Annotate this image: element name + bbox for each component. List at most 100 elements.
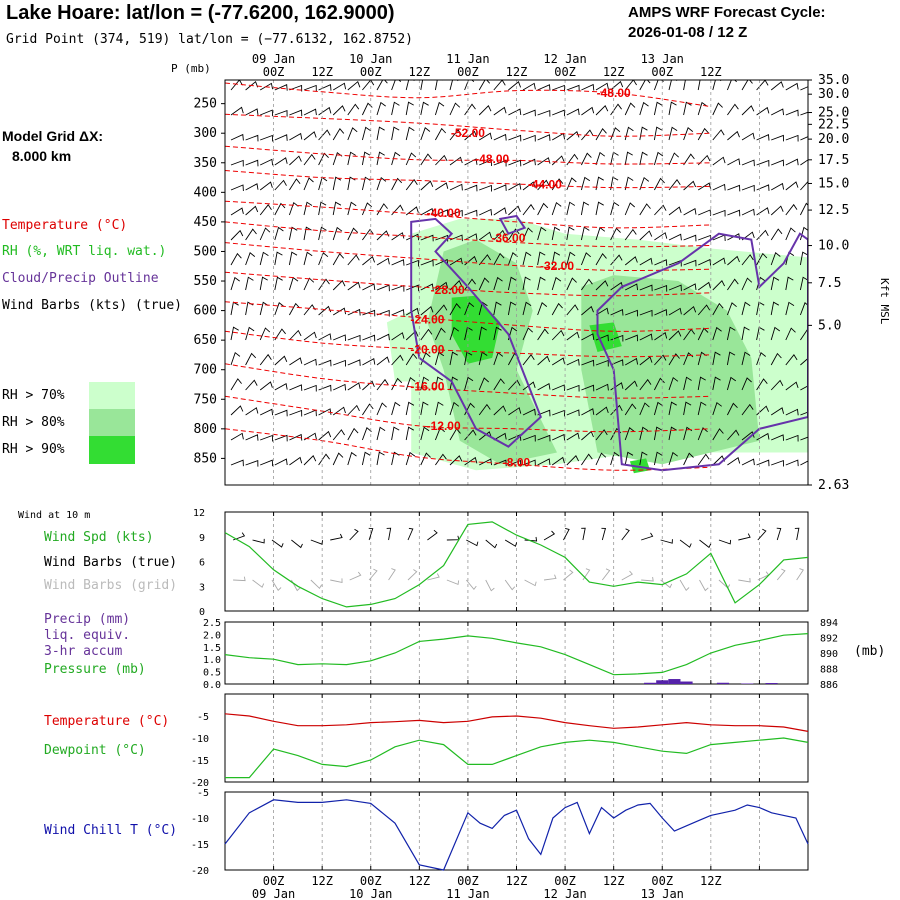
wind-barb	[800, 159, 808, 166]
wind-barb	[726, 402, 738, 416]
wind-barb	[770, 379, 784, 391]
wind-barb	[770, 252, 781, 266]
bottom-time-label: 00Z	[554, 874, 576, 888]
wind-barb	[420, 208, 434, 216]
wind-barb	[507, 276, 517, 291]
wind-barb	[245, 205, 259, 216]
wind-barb	[391, 309, 405, 316]
wind-barb	[580, 252, 591, 266]
wind-barb	[727, 103, 739, 116]
wind-barb	[508, 182, 522, 191]
wind-barb	[624, 283, 639, 291]
temperature-tick-label: -5	[197, 712, 209, 723]
wind-barb	[522, 381, 536, 391]
wind-barb	[274, 157, 288, 166]
wind-barb	[522, 408, 536, 416]
wind-barb	[332, 105, 346, 116]
wind-barb	[683, 127, 694, 141]
wind-barb	[697, 182, 712, 191]
wind-barb	[595, 383, 609, 391]
height-tick-label: 20.0	[818, 132, 849, 147]
wind-barb	[726, 326, 736, 341]
wind-barb	[683, 207, 697, 216]
wind-barb	[537, 251, 546, 266]
wind-barb	[756, 252, 768, 266]
wind-barb-true	[738, 533, 751, 541]
pressure-tick-label: 650	[194, 333, 217, 348]
wind-barb	[697, 80, 706, 91]
wind-barb-grid	[524, 579, 537, 587]
wind-barb	[522, 109, 536, 117]
wind-barb	[610, 334, 624, 342]
wind-barb	[610, 127, 621, 141]
pressure-tick-label: 886	[820, 680, 838, 691]
wind-barb	[610, 151, 619, 166]
wind-barb	[697, 127, 709, 141]
wind-barb	[683, 283, 697, 291]
wind-barbs-true-label: Wind Barbs (true)	[44, 555, 178, 570]
wind-barb	[668, 206, 682, 216]
wind-barb	[741, 301, 751, 316]
station-title: Lake Hoare: lat/lon = (-77.6200, 162.900…	[6, 2, 395, 24]
wind-barb	[551, 329, 565, 341]
wind-barb	[522, 354, 535, 366]
bottom-time-label: 00Z	[263, 874, 285, 888]
wind-barb	[362, 228, 374, 241]
wind-barb	[508, 379, 521, 391]
model-grid-value: 8.000 km	[12, 148, 72, 164]
wind-barb	[566, 201, 576, 216]
wind-barb	[405, 353, 418, 366]
wind-barb	[434, 101, 445, 116]
precip-bar	[765, 683, 778, 684]
wind-barb	[391, 151, 401, 166]
wind-barb	[478, 326, 487, 341]
wind-chill-tick-label: -5	[197, 788, 209, 799]
precip-liq-label: liq. equiv.	[44, 628, 131, 643]
wind-barb	[420, 180, 434, 191]
wind-barb	[493, 378, 505, 391]
wind-barb	[303, 358, 317, 366]
wind-barb	[289, 409, 303, 417]
wind-barb	[770, 182, 785, 191]
wind-barb	[449, 376, 458, 391]
top-date-label: 11 Jan	[446, 52, 489, 66]
wind-barb	[405, 376, 416, 391]
wind-barb	[245, 379, 258, 391]
wind-barb	[435, 154, 448, 166]
wind-barb	[653, 151, 664, 166]
wind-barb	[332, 429, 345, 441]
wind-barb	[551, 178, 564, 191]
wind-barb	[654, 177, 665, 191]
top-time-label: 00Z	[263, 65, 285, 79]
wind-barb	[624, 256, 638, 266]
wind-barb	[522, 203, 535, 216]
wind-barb	[479, 208, 493, 216]
wind-barb	[230, 207, 244, 216]
wind-barb	[770, 276, 780, 291]
wind-barb	[230, 432, 244, 441]
model-grid-label: Model Grid ΔX:	[2, 128, 104, 144]
wind-barb	[405, 126, 415, 141]
isotherm-label-6: -32.00	[540, 259, 574, 273]
wind-barb	[727, 278, 739, 291]
wind-barb	[668, 401, 677, 416]
wind-barb	[259, 204, 272, 216]
wind-barb	[537, 302, 548, 316]
wind-barb	[230, 301, 239, 316]
wind-barb	[639, 451, 648, 466]
legend-rh90-label: RH > 90%	[2, 442, 65, 457]
wind-barb	[260, 134, 273, 142]
wind-barb	[464, 233, 478, 241]
wind-barb	[595, 452, 607, 466]
wind-barb	[668, 101, 677, 116]
wind-speed-tick-label: 6	[199, 558, 205, 569]
wind-barb	[712, 209, 726, 217]
wind-barb	[581, 359, 595, 367]
wind-barb	[508, 159, 522, 167]
wind-barb	[741, 132, 755, 141]
isotherm-label-9: -20.00	[410, 343, 444, 357]
wind-barb	[230, 252, 242, 266]
wind-barb	[654, 309, 668, 316]
wind-barb	[668, 451, 678, 466]
dewpoint-label: Dewpoint (°C)	[44, 743, 146, 758]
